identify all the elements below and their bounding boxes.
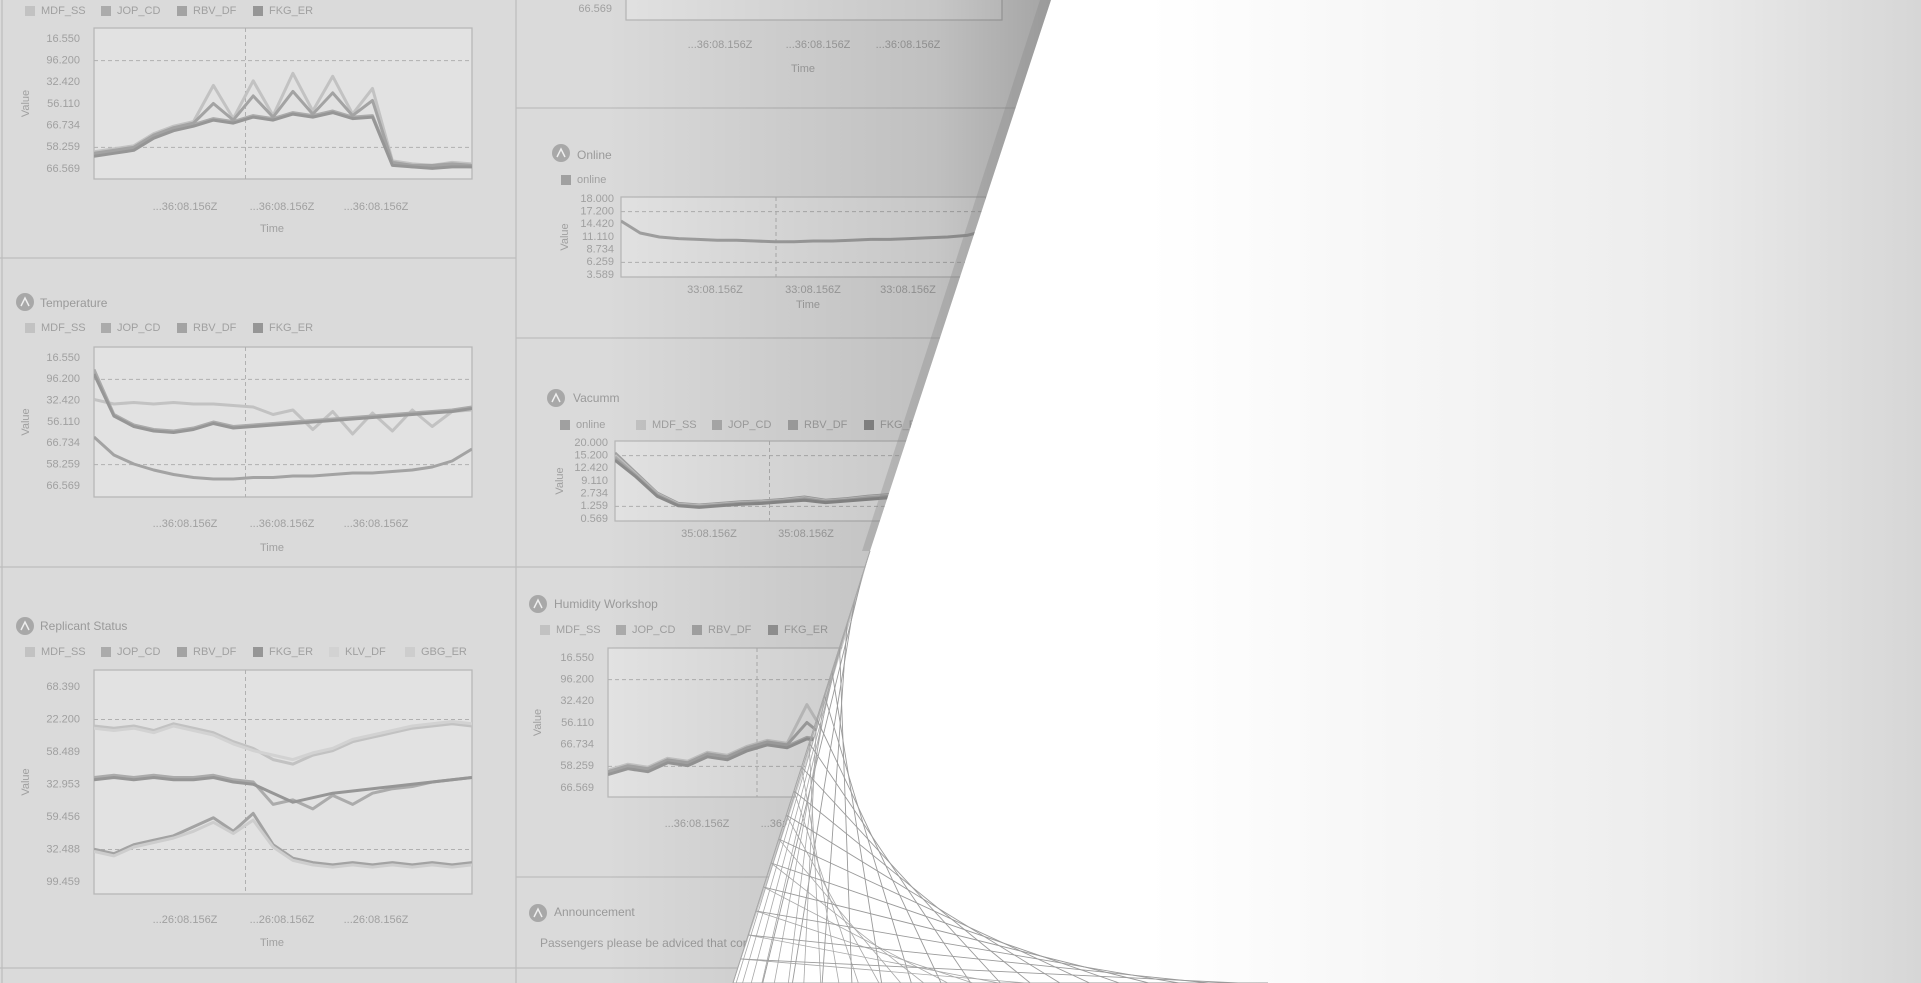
mesh-line — [748, 934, 1209, 983]
mesh-line — [755, 910, 1179, 983]
mesh-line — [770, 862, 924, 983]
mesh-line — [740, 958, 1026, 983]
mesh-line — [787, 694, 825, 983]
mesh-line — [808, 742, 822, 983]
mesh-line — [773, 670, 833, 983]
mesh-line — [785, 814, 880, 983]
curl-edge — [862, 0, 1051, 551]
mesh-line — [740, 958, 1239, 983]
mesh-line — [803, 718, 818, 983]
mesh-line — [748, 934, 999, 983]
mesh-line — [735, 574, 863, 983]
page-curl — [733, 0, 1921, 983]
curl-mesh — [732, 550, 1268, 983]
mesh-line — [801, 766, 840, 983]
mesh-line — [778, 838, 902, 983]
